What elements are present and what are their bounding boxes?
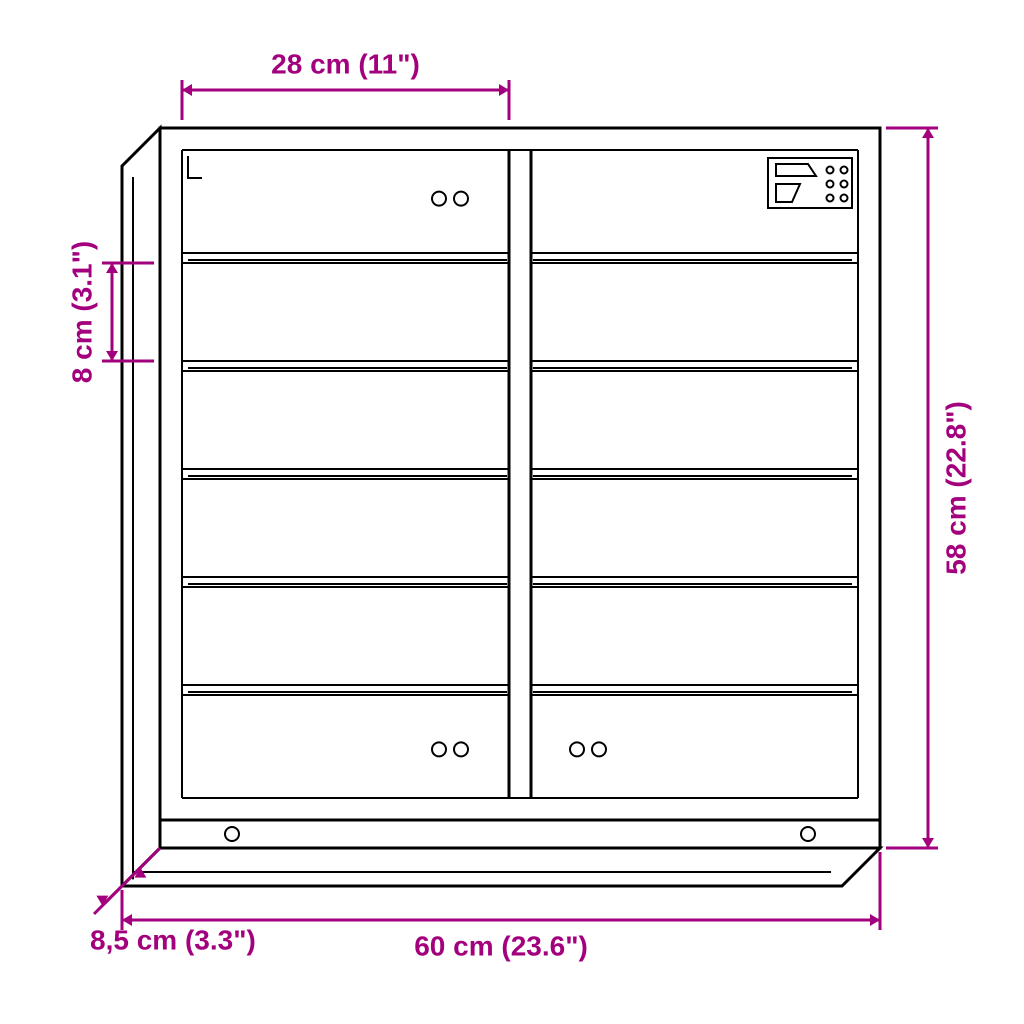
mounting-bracket: [768, 158, 852, 208]
dim-height: 58 cm (22.8"): [940, 401, 971, 575]
dimensions: 28 cm (11") 58 cm (22.8") 60 cm (23.6") 8,5…: [66, 48, 971, 961]
cabinet-depth: [122, 128, 880, 886]
dim-top: 28 cm (11"): [271, 48, 420, 79]
dim-shelf: 8 cm (3.1"): [66, 241, 97, 383]
dim-depth: 8,5 cm (3.3"): [90, 924, 256, 955]
cabinet-front: [160, 128, 880, 848]
dim-width: 60 cm (23.6"): [414, 930, 588, 961]
